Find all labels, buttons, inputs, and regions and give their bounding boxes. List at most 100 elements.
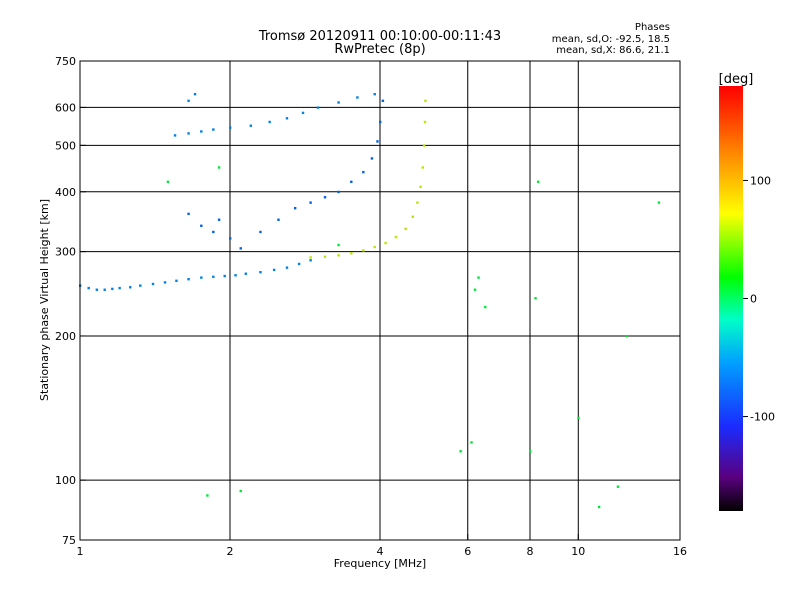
x-tick-label: 10 — [571, 545, 585, 558]
echo-point-x_mode — [394, 235, 398, 239]
echo-point-o_mode_top — [356, 96, 359, 99]
y-axis-label: Stationary phase Virtual Height [km] — [38, 199, 51, 401]
echo-point-o_mode_lower — [103, 288, 106, 291]
echo-point-o_mode_upper_branch — [212, 230, 215, 234]
echo-point-o_mode_lower — [139, 284, 142, 287]
echo-point-x_mode — [337, 254, 340, 257]
x-tick-label: 6 — [464, 545, 471, 558]
echo-point-o_mode_lower — [87, 286, 90, 290]
echo-point-o_mode_lower — [259, 270, 262, 274]
echo-point-o_mode_top — [249, 124, 253, 127]
colorbar-tick-label: 0 — [750, 293, 757, 306]
echo-point-o_mode_upper_branch — [259, 230, 262, 234]
colorbar: [deg] 100 0 -100 — [719, 72, 775, 511]
echo-point-x_mode — [419, 185, 422, 189]
echo-point-o_mode_top — [187, 132, 190, 135]
echo-point-o_mode_top — [193, 92, 197, 96]
y-tick-label: 400 — [55, 186, 76, 199]
chart-title: Tromsø 20120911 00:10:00-00:11:43 — [258, 29, 501, 44]
echo-point-o_mode_upper_branch — [337, 190, 340, 194]
echo-point-o_mode_upper_branch — [350, 180, 353, 184]
echo-point-o_mode_upper_branch — [229, 237, 232, 240]
echo-point-o_mode_upper_branch — [187, 212, 190, 216]
echo-point-o_mode_lower — [309, 259, 312, 262]
scatter-points — [79, 92, 661, 509]
y-tick-label: 75 — [62, 534, 76, 547]
y-tick-label: 100 — [55, 474, 76, 487]
grid-lines — [80, 61, 680, 540]
y-tick-label: 750 — [55, 55, 76, 68]
x-tick-label: 2 — [227, 545, 234, 558]
y-tick-label: 500 — [55, 139, 76, 152]
echo-point-x_mode — [350, 252, 353, 255]
echo-point-o_mode_top — [285, 117, 289, 120]
echo-point-o_mode_top — [268, 120, 271, 124]
echo-point-x_mode — [416, 201, 419, 204]
echo-point-o_mode_lower — [223, 274, 226, 278]
colorbar-tick-label: 100 — [750, 174, 771, 187]
echo-point-o_mode_upper_branch — [277, 218, 280, 221]
echo-point-scattered_echoes — [473, 288, 477, 291]
echo-point-o_mode_upper_branch — [376, 140, 379, 143]
echo-point-scattered_echoes — [536, 180, 540, 184]
x-tick-label: 1 — [77, 545, 84, 558]
echo-point-x_mode — [423, 120, 427, 124]
echo-point-o_mode_upper_branch — [379, 120, 382, 124]
echo-point-o_mode_top — [200, 130, 203, 133]
phase-stats-heading: Phases — [635, 22, 670, 33]
echo-point-scattered_echoes — [577, 416, 580, 420]
x-axis-ticks: 1 2 4 6 8 10 16 — [77, 534, 687, 558]
echo-point-o_mode_upper_branch — [323, 196, 327, 199]
x-tick-label: 8 — [527, 545, 534, 558]
echo-point-x_mode — [323, 255, 327, 258]
echo-point-scattered_echoes — [459, 450, 462, 453]
echo-point-x_mode — [373, 245, 376, 249]
echo-point-scattered_echoes — [470, 441, 473, 444]
echo-point-o_mode_top — [187, 99, 190, 102]
y-axis-ticks: 75 100 200 300 400 500 600 750 — [55, 55, 86, 547]
echo-point-o_mode_top — [301, 111, 305, 115]
echo-point-o_mode_lower — [118, 286, 121, 290]
echo-point-o_mode_upper_branch — [217, 218, 221, 221]
echo-point-o_mode_lower — [163, 281, 167, 284]
echo-point-o_mode_top — [337, 101, 340, 104]
echo-point-o_mode_upper_branch — [239, 247, 242, 250]
echo-point-scattered_echoes — [616, 485, 620, 488]
echo-point-o_mode_upper_branch — [293, 206, 297, 210]
echo-point-o_mode_lower — [244, 272, 248, 275]
echo-point-scattered_echoes — [206, 494, 209, 497]
echo-point-o_mode_top — [316, 106, 320, 109]
y-tick-label: 300 — [55, 246, 76, 259]
echo-point-o_mode_lower — [187, 277, 190, 281]
echo-point-scattered_echoes — [166, 180, 170, 184]
phase-stats-x: mean, sd,X: 86.6, 21.1 — [556, 45, 670, 56]
echo-point-o_mode_upper_branch — [381, 99, 385, 102]
echo-point-o_mode_lower — [95, 288, 99, 291]
echo-point-o_mode_top — [212, 128, 215, 131]
echo-point-o_mode_lower — [212, 275, 215, 279]
echo-point-x_mode — [411, 215, 414, 218]
echo-point-scattered_echoes — [217, 166, 221, 169]
echo-point-o_mode_lower — [175, 279, 178, 282]
colorbar-tick-label: -100 — [750, 411, 775, 424]
echo-point-x_mode — [362, 249, 365, 252]
echo-point-o_mode_top — [173, 134, 177, 137]
echo-point-scattered_echoes — [239, 489, 242, 493]
echo-point-o_mode_lower — [200, 276, 203, 279]
echo-point-x_mode — [424, 99, 427, 102]
echo-point-scattered_echoes — [597, 505, 601, 509]
phase-stats-o: mean, sd,O: -92.5, 18.5 — [552, 34, 670, 45]
echo-point-o_mode_upper_branch — [200, 224, 203, 227]
echo-point-o_mode_top — [373, 92, 376, 96]
x-tick-label: 4 — [377, 545, 384, 558]
echo-point-x_mode — [422, 144, 426, 147]
echo-point-scattered_echoes — [337, 243, 340, 247]
echo-point-o_mode_lower — [285, 266, 289, 269]
echo-point-o_mode_lower — [234, 274, 237, 277]
echo-point-o_mode_lower — [129, 286, 132, 289]
title-block: Tromsø 20120911 00:10:00-00:11:43 RwPret… — [258, 29, 501, 57]
echo-point-x_mode — [384, 241, 387, 245]
echo-point-scattered_echoes — [484, 305, 487, 309]
echo-point-x_mode — [421, 166, 424, 169]
